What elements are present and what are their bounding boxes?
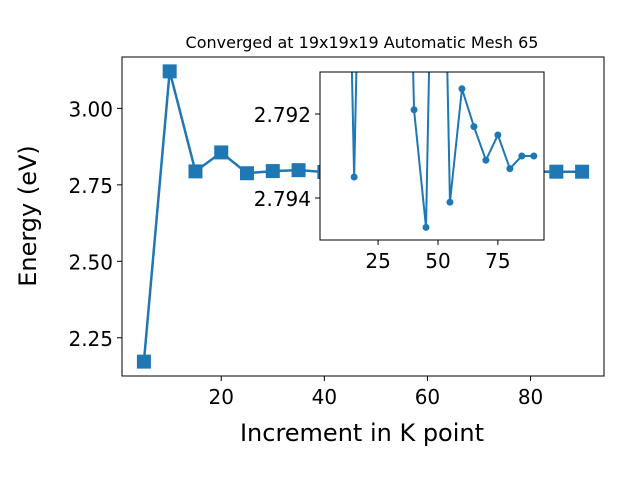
data-marker bbox=[240, 166, 255, 181]
data-marker bbox=[291, 163, 306, 178]
x-tick-label: 75 bbox=[485, 249, 510, 273]
x-tick-label: 40 bbox=[312, 385, 337, 409]
y-tick-label: 2.50 bbox=[68, 250, 113, 274]
plot-content bbox=[350, 72, 538, 231]
x-axis-label: Increment in K point bbox=[240, 419, 484, 447]
y-tick-label: 2.792 bbox=[254, 103, 311, 127]
axes-frame bbox=[121, 56, 605, 377]
x-tick-label: 80 bbox=[518, 385, 543, 409]
data-marker bbox=[136, 354, 151, 369]
data-marker bbox=[518, 152, 526, 160]
y-axis-label: Energy (eV) bbox=[14, 145, 42, 287]
x-tick-label: 50 bbox=[425, 249, 450, 273]
data-marker bbox=[162, 64, 177, 79]
x-tick-label: 60 bbox=[415, 385, 440, 409]
x-tick-label: 20 bbox=[209, 385, 234, 409]
data-marker bbox=[188, 164, 203, 179]
data-marker bbox=[575, 164, 590, 179]
data-marker bbox=[549, 164, 564, 179]
axes-frame bbox=[319, 71, 545, 241]
x-tick-label: 25 bbox=[365, 249, 390, 273]
plot-area bbox=[320, 72, 544, 240]
y-tick-label: 2.75 bbox=[68, 174, 113, 198]
data-marker bbox=[422, 223, 430, 231]
data-marker bbox=[530, 152, 538, 160]
data-marker bbox=[494, 131, 502, 139]
data-marker bbox=[506, 165, 514, 173]
data-marker bbox=[470, 123, 478, 131]
y-tick-label: 3.00 bbox=[68, 97, 113, 121]
data-marker bbox=[458, 85, 466, 93]
data-marker bbox=[482, 156, 490, 164]
y-tick-label: 2.25 bbox=[68, 327, 113, 351]
data-line bbox=[350, 72, 534, 228]
data-marker bbox=[350, 173, 358, 181]
chart-title: Converged at 19x19x19 Automatic Mesh 65 bbox=[186, 33, 539, 52]
data-marker bbox=[446, 198, 454, 206]
y-tick-label: 2.794 bbox=[254, 187, 311, 211]
data-marker bbox=[410, 106, 418, 114]
data-marker bbox=[265, 164, 280, 179]
data-marker bbox=[214, 145, 229, 160]
